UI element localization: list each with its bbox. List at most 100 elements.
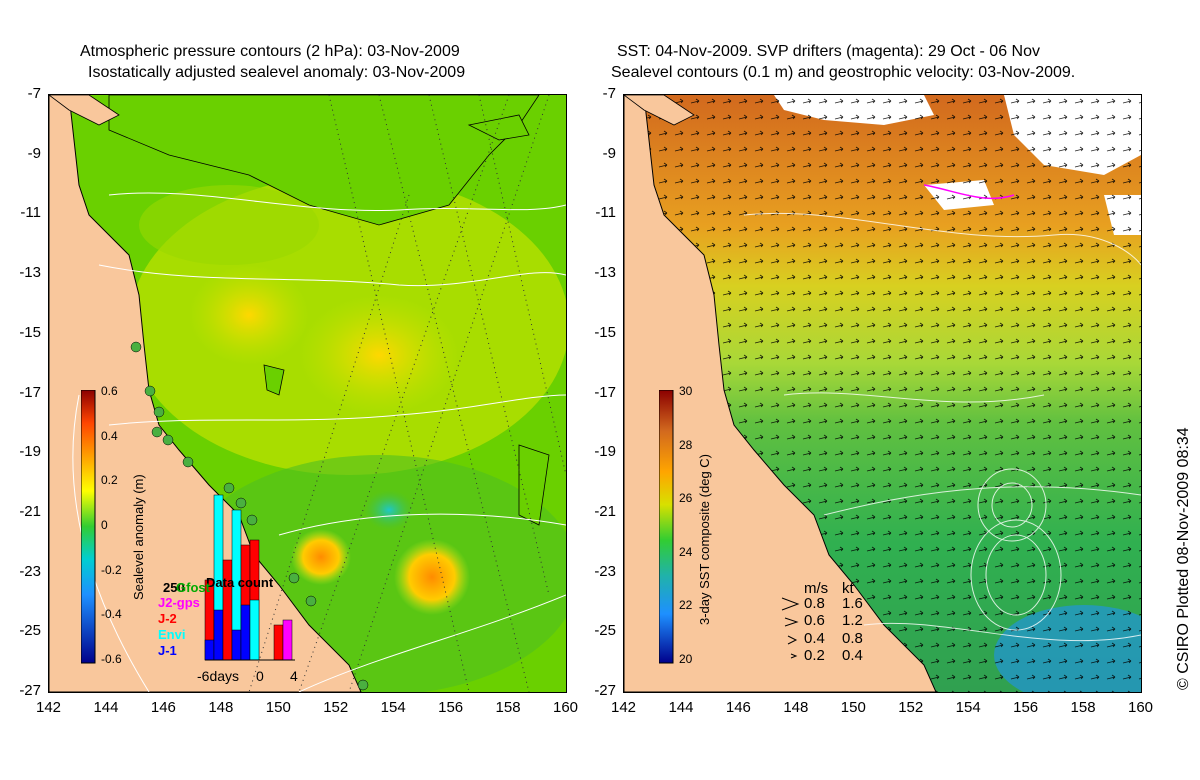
right-y-tick--11: -11 xyxy=(595,204,616,222)
velocity-scale-arrows xyxy=(781,597,800,659)
left-x-tick-150: 150 xyxy=(265,699,291,716)
tide-gauge-stations xyxy=(130,341,369,691)
sla-north-patch xyxy=(139,185,319,265)
sla-colorbar-label: Sealevel anomaly (m) xyxy=(131,474,146,600)
left-y-tick--27: -27 xyxy=(19,682,41,699)
left-y-tick--21: -21 xyxy=(19,502,41,520)
velocity-row-4-kt: 0.4 xyxy=(842,647,863,664)
velocity-row-3-kt: 0.8 xyxy=(842,630,863,647)
legend-envi: Envi xyxy=(158,627,186,642)
right-y-tick--13: -13 xyxy=(594,264,616,282)
sla-colorbar-tick-0.6: 0.6 xyxy=(101,384,118,398)
right-y-tick--25: -25 xyxy=(594,622,616,640)
sla-colorbar xyxy=(81,390,96,664)
reef-outline xyxy=(263,364,285,396)
sla-colorbar-tick--0.4: -0.4 xyxy=(101,607,122,622)
sst-map xyxy=(623,94,1142,693)
legend-j2: J-2 xyxy=(158,611,177,626)
left-y-tick--17: -17 xyxy=(19,383,41,401)
right-title-line2: Sealevel contours (0.1 m) and geostrophi… xyxy=(611,64,1076,81)
right-x-tick-158: 158 xyxy=(1070,699,1096,716)
sla-colorbar-tick-0: 0 xyxy=(101,518,108,532)
right-x-tick-152: 152 xyxy=(898,699,924,716)
left-y-tick--11: -11 xyxy=(20,204,41,222)
sla-warm-eddy-2 xyxy=(394,539,470,615)
left-y-tick--7: -7 xyxy=(27,85,41,102)
sst-colorbar xyxy=(659,390,674,664)
right-y-tick--7: -7 xyxy=(602,85,616,102)
left-x-tick-158: 158 xyxy=(495,699,521,716)
left-y-tick--15: -15 xyxy=(19,323,41,341)
svp-drifter-track xyxy=(923,184,1015,200)
velocity-row-3-ms: 0.4 xyxy=(804,630,825,647)
left-title-line1: Atmospheric pressure contours (2 hPa): 0… xyxy=(80,43,460,60)
sealevel-anomaly-svg xyxy=(49,95,566,692)
velocity-row-4-ms: 0.2 xyxy=(804,647,825,664)
sst-colorbar-tick-26: 26 xyxy=(679,491,693,506)
velocity-row-1-kt: 1.6 xyxy=(842,595,863,612)
sst-colorbar-tick-30: 30 xyxy=(679,384,693,398)
right-x-tick-144: 144 xyxy=(668,699,694,716)
cape-york-tip xyxy=(49,95,120,126)
sst-colorbar-label: 3-day SST composite (deg C) xyxy=(697,454,712,625)
right-x-tick-150: 150 xyxy=(840,699,866,716)
left-y-tick--19: -19 xyxy=(19,443,41,461)
left-x-tick-148: 148 xyxy=(208,699,234,716)
left-x-tick-142: 142 xyxy=(36,699,62,716)
right-x-tick-146: 146 xyxy=(725,699,751,716)
louisiade-islands xyxy=(467,114,530,141)
right-y-tick--23: -23 xyxy=(594,562,616,580)
histogram-xlabel-start: -6days xyxy=(197,668,240,684)
sla-colorbar-tick--0.2: -0.2 xyxy=(101,562,122,577)
new-guinea-coast xyxy=(108,95,540,226)
copyright-text: © CSIRO Plotted 08-Nov-2009 08:34 xyxy=(1175,427,1192,690)
sla-colorbar-tick-0.2: 0.2 xyxy=(101,473,118,488)
left-x-tick-146: 146 xyxy=(150,699,176,716)
left-y-tick--23: -23 xyxy=(19,562,41,580)
right-y-tick--19: -19 xyxy=(594,443,616,461)
sst-colorbar-tick-22: 22 xyxy=(679,598,693,613)
left-x-tick-144: 144 xyxy=(93,699,119,716)
right-x-tick-148: 148 xyxy=(783,699,809,716)
sealevel-anomaly-map xyxy=(48,94,567,693)
sla-colorbar-tick-0.4: 0.4 xyxy=(101,428,118,443)
sst-colorbar-tick-20: 20 xyxy=(679,652,693,666)
sst-svg xyxy=(624,95,1141,692)
left-y-tick--25: -25 xyxy=(19,622,41,640)
sla-high-patch-west xyxy=(189,265,309,365)
velocity-row-1-ms: 0.8 xyxy=(804,595,825,612)
right-x-tick-142: 142 xyxy=(611,699,637,716)
sla-cold-eddy-1 xyxy=(364,490,414,530)
left-title-line2: Isostatically adjusted sealevel anomaly:… xyxy=(88,64,466,81)
right-x-tick-154: 154 xyxy=(955,699,981,716)
sst-colorbar-tick-28: 28 xyxy=(679,437,693,452)
velocity-header-ms: m/s xyxy=(804,580,829,597)
histogram-count-label: 250 xyxy=(163,580,185,595)
right-y-tick--17: -17 xyxy=(594,383,616,401)
new-caledonia-outline xyxy=(518,444,550,526)
sla-warm-eddy-1 xyxy=(291,529,351,585)
right-y-tick--21: -21 xyxy=(594,502,616,520)
left-y-tick--9: -9 xyxy=(27,144,41,162)
right-x-tick-160: 160 xyxy=(1128,699,1154,716)
sealevel-contours xyxy=(743,212,1141,642)
right-y-tick--9: -9 xyxy=(602,144,616,162)
histogram-title: Data count xyxy=(206,575,274,590)
histogram-xlabel-end: 4 xyxy=(290,668,298,684)
sla-high-patch xyxy=(299,295,459,415)
australia-landmass-sst xyxy=(624,95,937,692)
left-x-tick-152: 152 xyxy=(323,699,349,716)
right-y-tick--15: -15 xyxy=(594,323,616,341)
left-y-tick--13: -13 xyxy=(19,264,41,282)
altimeter-tracks xyxy=(248,95,566,692)
legend-gfost: Gfost xyxy=(176,580,210,595)
sst-colorbar-tick-24: 24 xyxy=(679,544,693,559)
sla-colorbar-tick--0.6: -0.6 xyxy=(101,652,122,666)
right-y-tick--27: -27 xyxy=(594,682,616,699)
legend-j2-gps: J2-gps xyxy=(158,595,200,610)
velocity-header-kt: kt xyxy=(842,580,854,597)
left-x-tick-160: 160 xyxy=(553,699,579,716)
velocity-row-2-ms: 0.6 xyxy=(804,612,825,629)
histogram-bars xyxy=(204,494,295,661)
cape-york-tip-sst xyxy=(624,95,695,126)
